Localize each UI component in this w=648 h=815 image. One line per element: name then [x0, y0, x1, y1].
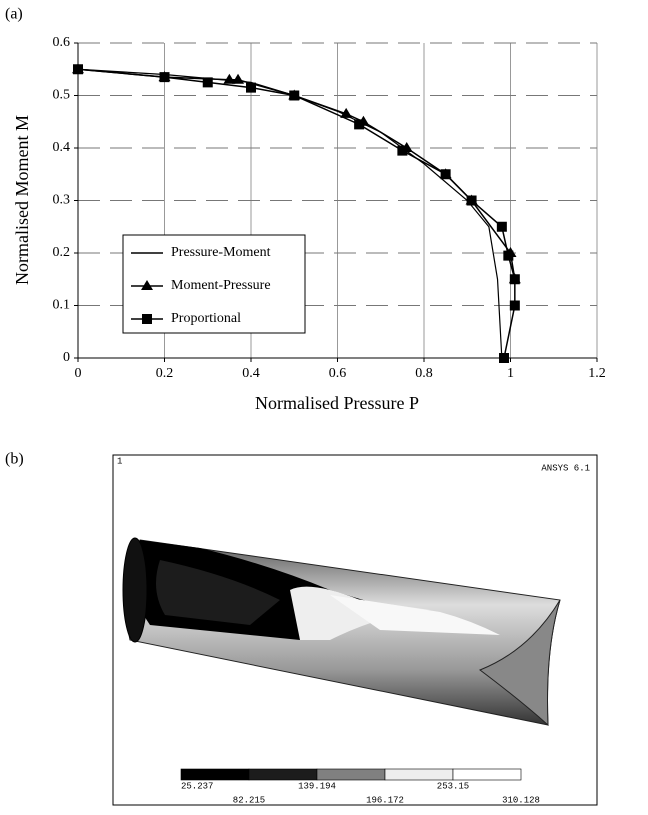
y-tick-label: 0.1 [53, 298, 71, 313]
square-marker [160, 72, 170, 82]
legend-label: Pressure-Moment [171, 245, 271, 260]
y-axis-label: Normalised Moment M [12, 115, 32, 285]
square-marker [203, 77, 213, 87]
colorbar-label: 139.194 [298, 781, 336, 791]
square-marker [499, 353, 509, 363]
plot-area: 0 0.2 0.4 0.6 0.8 1 1.2 0 0.1 0.2 0.3 0.4 0.5 0.6 Pres… [53, 35, 606, 381]
colorbar-label: 82.215 [233, 795, 265, 805]
colorbar-segment [181, 769, 249, 780]
x-axis-label: Normalised Pressure P [255, 393, 419, 413]
x-tick-label: 1.2 [588, 366, 606, 381]
y-tick-label: 0.6 [53, 35, 71, 50]
panel-label: (b) [5, 451, 24, 468]
legend-label: Proportional [171, 311, 241, 326]
square-marker [503, 251, 513, 261]
triangle-marker [232, 74, 244, 84]
y-tick-label: 0.5 [53, 88, 71, 103]
y-tick-label: 0.3 [53, 193, 71, 208]
colorbar-label: 253.15 [437, 781, 469, 791]
y-tick-label: 0.2 [53, 245, 71, 260]
x-tick-label: 0.4 [242, 366, 260, 381]
square-marker [246, 83, 256, 93]
x-tick-label: 1 [507, 366, 514, 381]
square-marker [354, 119, 364, 129]
y-tick-label: 0.4 [53, 140, 71, 155]
square-marker [142, 314, 152, 324]
x-tick-label: 0.6 [329, 366, 347, 381]
x-tick-label: 0 [75, 366, 82, 381]
x-tick-label: 0.8 [415, 366, 433, 381]
square-marker [510, 301, 520, 311]
colorbar-segment [453, 769, 521, 780]
square-marker [73, 64, 83, 74]
colorbar-segment [385, 769, 453, 780]
square-marker [510, 274, 520, 284]
square-marker [289, 91, 299, 101]
legend-label: Moment-Pressure [171, 278, 271, 293]
colorbar-label: 25.237 [181, 781, 213, 791]
y-tick-label: 0 [63, 350, 70, 365]
square-marker [397, 146, 407, 156]
colorbar-segment [249, 769, 317, 780]
colorbar-segment [317, 769, 385, 780]
square-marker [497, 222, 507, 232]
colorbar-label: 310.128 [502, 795, 540, 805]
square-marker [441, 169, 451, 179]
window-number: 1 [117, 456, 122, 466]
colorbar-label: 196.172 [366, 795, 404, 805]
panel-label: (a) [5, 6, 23, 23]
x-tick-label: 0.2 [156, 366, 174, 381]
figure: (a) (b) Normalised Pressure P Normalised… [0, 0, 648, 810]
square-marker [467, 196, 477, 206]
software-label: ANSYS 6.1 [541, 463, 590, 473]
